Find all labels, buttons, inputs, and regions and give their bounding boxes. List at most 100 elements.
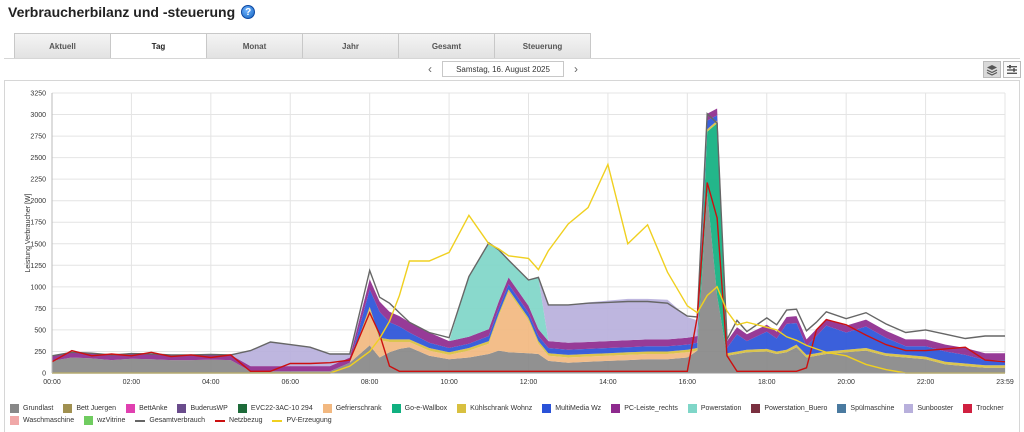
legend-item[interactable]: Spülmaschine	[837, 404, 894, 413]
legend-label: Gesamtverbrauch	[149, 417, 206, 424]
tab-tag[interactable]: Tag	[110, 33, 207, 59]
y-tick-label: 2500	[30, 155, 46, 162]
consumption-chart: 0 250 500 750 1000 1250 1500 1750 2000 2250 2500 27…	[25, 91, 1014, 387]
legend-label: BettAnke	[139, 405, 168, 412]
x-tick-label: 02:00	[123, 379, 141, 386]
legend-swatch	[84, 416, 94, 425]
legend-item[interactable]: Powerstation	[687, 404, 742, 413]
page-title: Verbraucherbilanz und -steuerung ?	[8, 4, 256, 20]
chart-frame	[4, 80, 1020, 432]
chevron-left-icon[interactable]: ‹	[428, 62, 432, 76]
legend-swatch	[963, 404, 973, 413]
legend-label: BuderusWP	[190, 405, 228, 412]
x-tick-label: 08:00	[361, 379, 379, 386]
chart-legend: Grundlast Bett Juergen BettAnke BuderusWP EV…	[10, 404, 1018, 425]
tab-jahr[interactable]: Jahr	[302, 33, 399, 58]
legend-label: EVC22-3AC-10 294	[250, 405, 313, 412]
legend-item[interactable]: Bett Juergen	[63, 404, 116, 413]
legend-swatch	[10, 404, 19, 413]
area-series	[52, 108, 1005, 372]
x-tick-label: 22:00	[917, 379, 935, 386]
legend-label: MultiMedia Wz	[555, 405, 602, 412]
y-tick-label: 3250	[30, 91, 46, 98]
legend-item[interactable]: EVC22-3AC-10 294	[237, 404, 313, 413]
legend-item[interactable]: Kühlschrank Wohnz	[457, 404, 532, 413]
list-view-button[interactable]	[1003, 61, 1021, 78]
x-tick-label: 12:00	[520, 379, 538, 386]
legend-item[interactable]: BettAnke	[126, 404, 167, 413]
legend-swatch	[837, 404, 847, 413]
x-tick-label: 00:00	[43, 379, 61, 386]
y-tick-label: 2250	[30, 177, 46, 184]
x-tick-label: 20:00	[837, 379, 855, 386]
legend-item[interactable]: PV-Erzeugung	[272, 416, 332, 425]
y-tick-label: 1500	[30, 241, 46, 248]
y-tick-label: 750	[34, 306, 46, 313]
y-tick-label: 2750	[30, 134, 46, 141]
y-tick-label: 3000	[30, 112, 46, 119]
legend-item[interactable]: Sunbooster	[904, 404, 953, 413]
date-picker[interactable]: Samstag, 16. August 2025	[442, 61, 564, 77]
tab-bar: Aktuell Tag Monat Jahr Gesamt Steuerung	[14, 33, 591, 59]
y-tick-label: 500	[34, 327, 46, 334]
legend-item[interactable]: Waschmaschine	[10, 416, 74, 425]
legend-item[interactable]: Trockner	[963, 404, 1004, 413]
y-tick-label: 1750	[30, 220, 46, 227]
stacked-view-button[interactable]	[983, 61, 1001, 78]
x-tick-label: 16:00	[679, 379, 697, 386]
legend-swatch	[542, 404, 552, 413]
legend-swatch	[391, 404, 401, 413]
legend-item[interactable]: Gefrierschrank	[322, 404, 382, 413]
tab-gesamt[interactable]: Gesamt	[398, 33, 495, 58]
y-tick-label: 1000	[30, 284, 46, 291]
x-tick-label: 18:00	[758, 379, 776, 386]
legend-item[interactable]: MultiMedia Wz	[542, 404, 601, 413]
legend-swatch	[135, 419, 146, 422]
tab-steuerung[interactable]: Steuerung	[494, 33, 591, 58]
y-tick-label: 2000	[30, 198, 46, 205]
legend-label: Spülmaschine	[850, 405, 895, 412]
legend-swatch	[751, 404, 761, 413]
legend-item[interactable]: PC-Leiste_rechts	[611, 404, 678, 413]
y-tick-label: 250	[34, 349, 46, 356]
legend-swatch	[322, 404, 332, 413]
legend-label: PV-Erzeugung	[286, 417, 332, 424]
legend-item[interactable]: Go-e-Wallbox	[391, 404, 447, 413]
chevron-right-icon[interactable]: ›	[574, 62, 578, 76]
legend-item[interactable]: wzVitrine	[84, 416, 125, 425]
legend-swatch	[457, 404, 467, 413]
legend-swatch	[904, 404, 914, 413]
date-navigation: ‹ Samstag, 16. August 2025 ›	[424, 61, 582, 77]
legend-label: Powerstation_Buero	[764, 405, 828, 412]
help-icon[interactable]: ?	[241, 5, 256, 19]
legend-item[interactable]: Netzbezug	[215, 416, 262, 425]
legend-swatch	[215, 419, 226, 422]
tab-aktuell[interactable]: Aktuell	[14, 33, 111, 58]
legend-label: Trockner	[976, 405, 1004, 412]
tab-monat[interactable]: Monat	[206, 33, 303, 58]
legend-item[interactable]: Grundlast	[10, 404, 53, 413]
x-tick-label: 14:00	[599, 379, 617, 386]
legend-label: wzVitrine	[97, 417, 126, 424]
legend-label: Bett Juergen	[76, 405, 117, 412]
list-settings-icon	[1007, 64, 1017, 74]
legend-item[interactable]: BuderusWP	[177, 404, 228, 413]
x-tick-label: 23:59	[996, 379, 1014, 386]
line-series	[51, 112, 1005, 357]
legend-swatch	[237, 404, 247, 413]
legend-swatch	[126, 404, 136, 413]
legend-swatch	[177, 404, 187, 413]
x-tick-label: 06:00	[281, 379, 299, 386]
legend-label: PC-Leiste_rechts	[624, 405, 678, 412]
legend-item[interactable]: Gesamtverbrauch	[135, 416, 205, 425]
tab-divider	[4, 58, 1020, 59]
y-axis-label: Leistung Verbraucher [W]	[25, 193, 32, 272]
legend-label: Powerstation	[700, 405, 742, 412]
y-tick-label: 1250	[30, 263, 46, 270]
legend-label: Gefrierschrank	[335, 405, 382, 412]
legend-label: Waschmaschine	[23, 417, 75, 424]
legend-item[interactable]: Powerstation_Buero	[751, 404, 827, 413]
x-tick-label: 04:00	[202, 379, 220, 386]
area-series	[52, 192, 1005, 372]
legend-swatch	[611, 404, 621, 413]
